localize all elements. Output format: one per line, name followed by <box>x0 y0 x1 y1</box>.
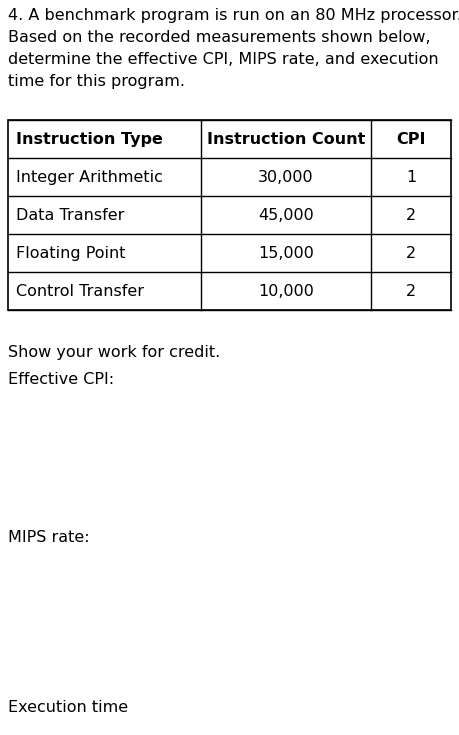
Text: Execution time: Execution time <box>8 700 128 715</box>
Text: 1: 1 <box>406 170 416 184</box>
Text: 15,000: 15,000 <box>258 245 314 260</box>
Text: 4. A benchmark program is run on an 80 MHz processor.: 4. A benchmark program is run on an 80 M… <box>8 8 459 23</box>
Text: MIPS rate:: MIPS rate: <box>8 530 90 545</box>
Text: Instruction Type: Instruction Type <box>16 132 163 146</box>
Text: 2: 2 <box>406 245 416 260</box>
Text: Floating Point: Floating Point <box>16 245 125 260</box>
Text: Data Transfer: Data Transfer <box>16 207 124 223</box>
Text: 45,000: 45,000 <box>258 207 314 223</box>
Text: Instruction Count: Instruction Count <box>207 132 365 146</box>
Text: time for this program.: time for this program. <box>8 74 185 89</box>
Text: 10,000: 10,000 <box>258 284 314 298</box>
Text: Control Transfer: Control Transfer <box>16 284 144 298</box>
Text: 30,000: 30,000 <box>258 170 314 184</box>
Text: CPI: CPI <box>397 132 426 146</box>
Text: Based on the recorded measurements shown below,: Based on the recorded measurements shown… <box>8 30 431 45</box>
Text: determine the effective CPI, MIPS rate, and execution: determine the effective CPI, MIPS rate, … <box>8 52 439 67</box>
Text: 2: 2 <box>406 284 416 298</box>
Text: Effective CPI:: Effective CPI: <box>8 372 114 387</box>
Bar <box>8 120 451 310</box>
Text: Integer Arithmetic: Integer Arithmetic <box>16 170 163 184</box>
Text: Show your work for credit.: Show your work for credit. <box>8 345 220 360</box>
Text: 2: 2 <box>406 207 416 223</box>
